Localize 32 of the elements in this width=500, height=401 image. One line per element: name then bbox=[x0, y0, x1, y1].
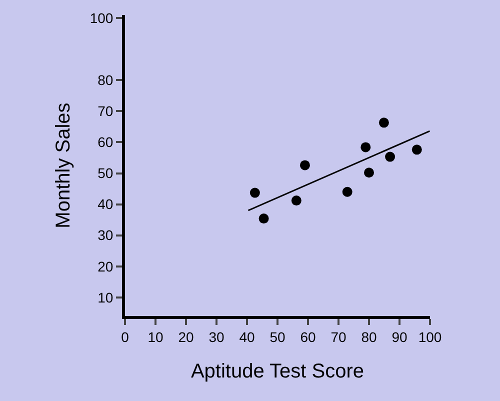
point bbox=[412, 144, 422, 155]
x-tick-label: 50 bbox=[270, 328, 286, 345]
point bbox=[364, 168, 374, 178]
point bbox=[291, 196, 302, 206]
x-tick-label: 80 bbox=[361, 328, 377, 345]
point bbox=[385, 152, 396, 162]
y-tick-label: 40 bbox=[98, 196, 114, 212]
y-tick-label: 80 bbox=[98, 72, 114, 88]
point bbox=[300, 160, 310, 170]
point bbox=[258, 214, 269, 224]
x-tick-label: 30 bbox=[208, 328, 224, 345]
x-tick-label: 100 bbox=[418, 328, 442, 345]
x-tick-label: 60 bbox=[300, 328, 316, 345]
x-tick-label: 40 bbox=[239, 328, 255, 345]
point bbox=[342, 186, 352, 197]
y-tick-label: 30 bbox=[98, 227, 114, 244]
x-tick-label: 10 bbox=[148, 328, 164, 345]
x-tick-label: 20 bbox=[178, 328, 194, 345]
y-tick-label: 70 bbox=[98, 103, 114, 120]
y-axis-title: Monthly Sales bbox=[52, 102, 74, 228]
y-tick-label: 50 bbox=[98, 165, 114, 182]
y-tick-label: 60 bbox=[98, 134, 114, 150]
x-axis-title: Aptitude Test Score bbox=[190, 360, 364, 382]
point bbox=[378, 118, 389, 128]
y-tick-label: 10 bbox=[98, 289, 114, 306]
y-tick-label: 100 bbox=[90, 10, 114, 26]
x-tick-label: 0 bbox=[121, 328, 130, 345]
y-tick-label: 20 bbox=[98, 258, 114, 274]
point bbox=[360, 142, 371, 152]
point bbox=[250, 188, 260, 198]
x-tick-label: 70 bbox=[330, 328, 346, 345]
x-tick-label: 90 bbox=[392, 328, 408, 345]
